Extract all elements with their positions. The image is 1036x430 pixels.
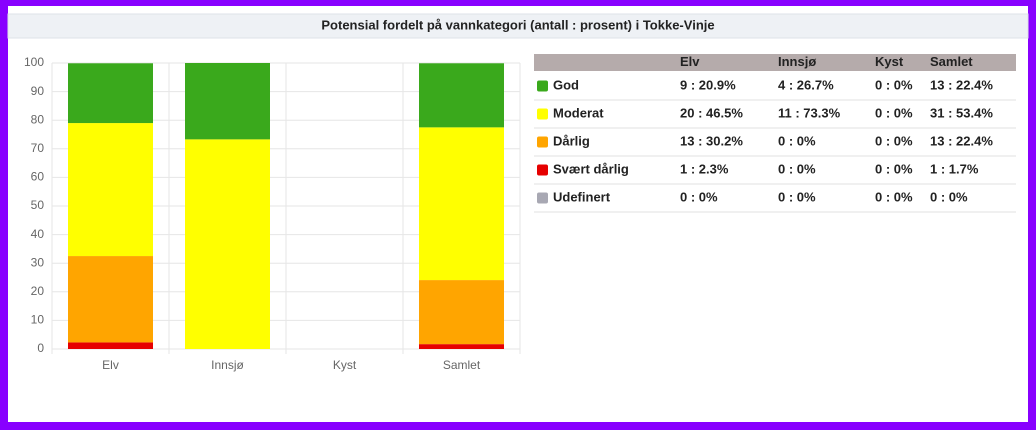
y-tick-label: 70 <box>31 141 45 155</box>
table-cell: 0 : 0% <box>875 189 913 204</box>
title: Potensial fordelt på vannkategori (antal… <box>321 17 714 32</box>
y-tick-label: 100 <box>24 55 44 69</box>
bar-segment <box>68 123 153 257</box>
row-label: God <box>553 77 579 92</box>
table-cell: 0 : 0% <box>875 105 913 120</box>
table-cell: 9 : 20.9% <box>680 77 736 92</box>
bar-segment <box>185 139 270 349</box>
y-tick-label: 50 <box>31 198 45 212</box>
panel <box>8 6 1028 422</box>
bar-segment <box>185 63 270 140</box>
row-label: Moderat <box>553 105 604 120</box>
y-tick-label: 90 <box>31 84 45 98</box>
table-cell: 1 : 1.7% <box>930 161 979 176</box>
table-cell: 0 : 0% <box>680 189 718 204</box>
bar-segment <box>419 280 504 345</box>
row-label: Udefinert <box>553 189 611 204</box>
x-tick-label: Innsjø <box>211 358 244 372</box>
y-tick-label: 10 <box>31 313 45 327</box>
y-tick-label: 40 <box>31 227 45 241</box>
row-label: Svært dårlig <box>553 161 629 176</box>
y-tick-label: 60 <box>31 170 45 184</box>
table-cell: 31 : 53.4% <box>930 105 993 120</box>
bar-segment <box>68 342 153 349</box>
table-cell: 0 : 0% <box>778 189 816 204</box>
table-header <box>534 54 1016 71</box>
table-header-cell: Innsjø <box>778 54 816 69</box>
table-cell: 13 : 22.4% <box>930 77 993 92</box>
x-tick-label: Samlet <box>443 358 481 372</box>
table-cell: 13 : 22.4% <box>930 133 993 148</box>
legend-swatch <box>537 136 548 148</box>
table-header-cell: Elv <box>680 54 700 69</box>
table-cell: 0 : 0% <box>875 77 913 92</box>
title-bar <box>7 13 1029 39</box>
table-header-cell: Samlet <box>930 54 973 69</box>
legend-swatch <box>537 164 548 176</box>
bar-segment <box>68 63 153 124</box>
legend-swatch <box>537 80 548 92</box>
table-cell: 0 : 0% <box>875 161 913 176</box>
x-tick-label: Elv <box>102 358 119 372</box>
y-tick-label: 0 <box>37 341 44 355</box>
x-tick-label: Kyst <box>333 358 357 372</box>
table-cell: 11 : 73.3% <box>778 105 841 120</box>
table-cell: 1 : 2.3% <box>680 161 729 176</box>
table-cell: 13 : 30.2% <box>680 133 743 148</box>
table-cell: 4 : 26.7% <box>778 77 834 92</box>
table-cell: 0 : 0% <box>930 189 968 204</box>
y-tick-label: 20 <box>31 284 45 298</box>
bar-segment <box>68 256 153 343</box>
table-cell: 0 : 0% <box>875 133 913 148</box>
bar-segment <box>419 63 504 128</box>
bar-segment <box>419 344 504 349</box>
table-cell: 20 : 46.5% <box>680 105 743 120</box>
table-header-cell: Kyst <box>875 54 904 69</box>
table-cell: 0 : 0% <box>778 161 816 176</box>
table-cell: 0 : 0% <box>778 133 816 148</box>
legend-swatch <box>537 192 548 204</box>
legend-swatch <box>537 108 548 120</box>
y-tick-label: 30 <box>31 255 45 269</box>
bar-segment <box>419 127 504 281</box>
y-tick-label: 80 <box>31 112 45 126</box>
row-label: Dårlig <box>553 133 590 148</box>
